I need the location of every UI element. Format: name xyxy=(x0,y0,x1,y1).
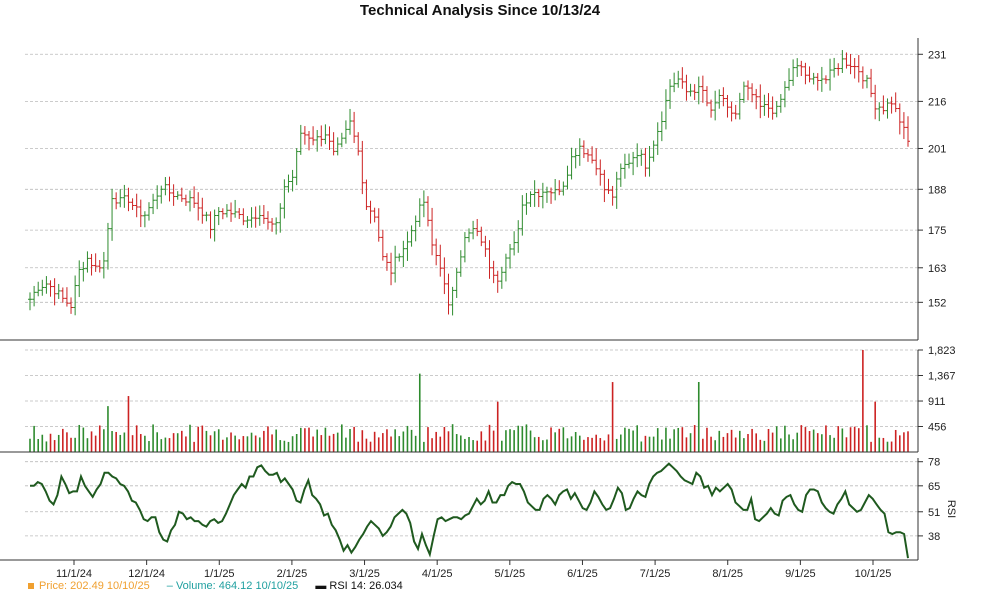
tick-labels: 231 216 201 188 175 163 152 1,823 1,367 911 456 78 6… xyxy=(56,49,957,580)
legend: Price: 202.49 10/10/25 – Volume: 464.12 … xyxy=(28,580,417,592)
x-tick-label: 6/1/25 xyxy=(567,568,598,580)
rsi-tick-label: 65 xyxy=(928,481,940,493)
volume-dash-icon: – xyxy=(166,580,176,592)
rsi-tick-label: 38 xyxy=(928,531,940,543)
legend-volume-text: Volume: 464.12 10/10/25 xyxy=(175,580,299,592)
legend-volume: – Volume: 464.12 10/10/25 xyxy=(167,580,299,592)
x-tick-label: 8/1/25 xyxy=(712,568,743,580)
volume-tick-label: 1,367 xyxy=(928,371,956,383)
x-tick-label: 1/1/25 xyxy=(204,568,235,580)
price-tick-label: 201 xyxy=(928,143,946,155)
x-tick-label: 9/1/25 xyxy=(785,568,816,580)
rsi-axis-label: RSI xyxy=(945,500,957,518)
price-swatch-icon xyxy=(28,583,34,590)
x-tick-label: 4/1/25 xyxy=(422,568,453,580)
rsi-tick-label: 51 xyxy=(928,507,940,519)
price-bars xyxy=(28,50,910,316)
legend-price: Price: 202.49 10/10/25 xyxy=(28,580,150,592)
x-tick-label: 10/1/25 xyxy=(855,568,892,580)
legend-rsi-text: RSI 14: 26.034 xyxy=(329,580,403,592)
legend-price-text: Price: 202.49 10/10/25 xyxy=(39,580,150,592)
price-tick-label: 175 xyxy=(928,225,946,237)
rsi-line xyxy=(30,462,909,559)
x-tick-label: 7/1/25 xyxy=(640,568,671,580)
x-tick-label: 12/1/24 xyxy=(128,568,165,580)
gridlines xyxy=(25,53,918,537)
x-tick-label: 5/1/25 xyxy=(495,568,526,580)
x-tick-label: 11/1/24 xyxy=(56,568,92,580)
price-tick-label: 152 xyxy=(928,297,946,309)
price-tick-label: 163 xyxy=(928,263,946,275)
rsi-dash-icon: ▬ xyxy=(315,580,330,592)
x-tick-label: 2/1/25 xyxy=(277,568,308,580)
volume-tick-label: 1,823 xyxy=(928,345,956,357)
price-tick-label: 188 xyxy=(928,184,946,196)
chart-title: Technical Analysis Since 10/13/24 xyxy=(359,2,601,19)
rsi-series-line xyxy=(30,462,909,559)
volume-tick-label: 456 xyxy=(928,421,946,433)
volume-tick-label: 911 xyxy=(928,396,946,408)
axes xyxy=(0,38,923,565)
price-tick-label: 216 xyxy=(928,96,946,108)
price-tick-label: 231 xyxy=(928,49,946,61)
x-tick-label: 3/1/25 xyxy=(349,568,380,580)
legend-rsi: ▬ RSI 14: 26.034 xyxy=(315,580,402,592)
volume-bars xyxy=(29,350,909,452)
rsi-tick-label: 78 xyxy=(928,457,940,469)
